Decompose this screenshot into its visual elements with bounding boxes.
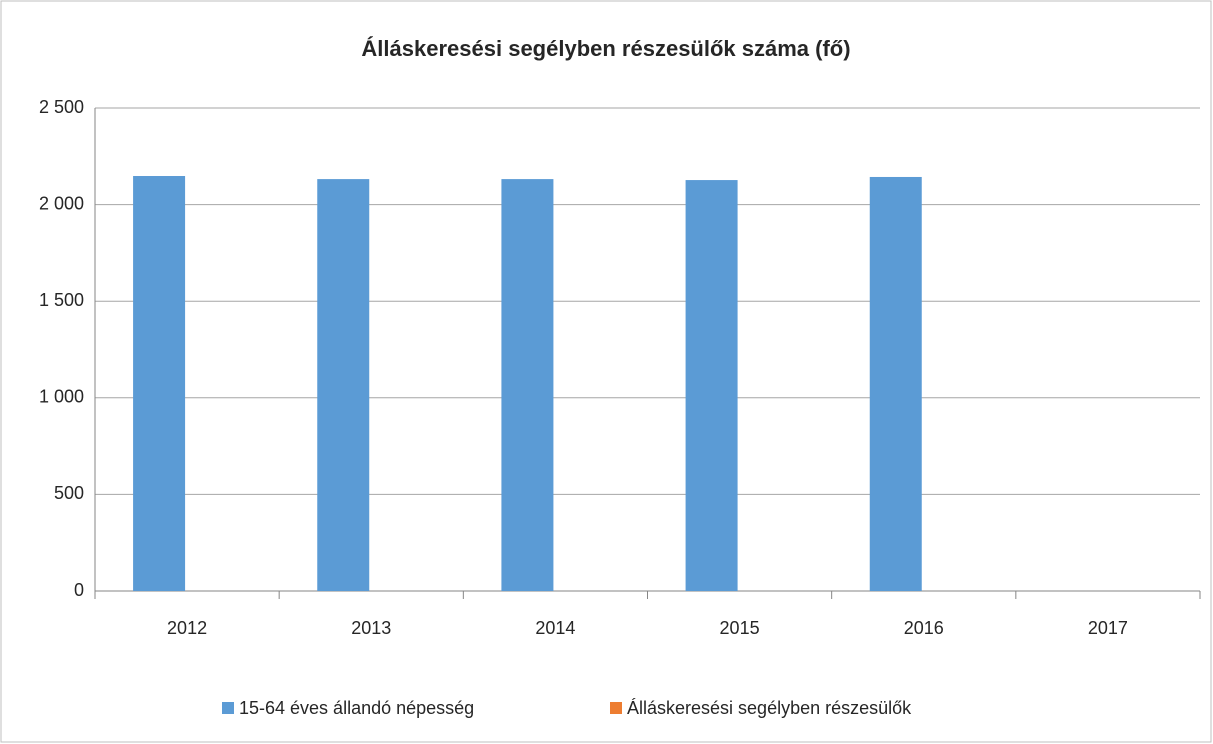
legend-label: Álláskeresési segélyben részesülők xyxy=(627,698,912,718)
y-tick-label: 2 000 xyxy=(39,193,84,213)
legend-swatch xyxy=(610,702,622,714)
bar xyxy=(501,179,554,591)
bar xyxy=(133,176,186,591)
bar xyxy=(317,179,370,591)
chart-title: Álláskeresési segélyben részesülők száma… xyxy=(361,36,850,61)
x-tick-label: 2012 xyxy=(167,618,207,638)
legend-label: 15-64 éves állandó népesség xyxy=(239,698,474,718)
y-tick-label: 0 xyxy=(74,580,84,600)
y-tick-label: 1 000 xyxy=(39,387,84,407)
y-tick-label: 1 500 xyxy=(39,290,84,310)
x-tick-label: 2016 xyxy=(904,618,944,638)
bar xyxy=(685,180,738,591)
y-tick-label: 500 xyxy=(54,483,84,503)
legend-swatch xyxy=(222,702,234,714)
x-tick-label: 2015 xyxy=(720,618,760,638)
x-tick-label: 2017 xyxy=(1088,618,1128,638)
y-tick-label: 2 500 xyxy=(39,97,84,117)
bar xyxy=(869,176,922,591)
x-tick-label: 2013 xyxy=(351,618,391,638)
x-tick-label: 2014 xyxy=(535,618,575,638)
